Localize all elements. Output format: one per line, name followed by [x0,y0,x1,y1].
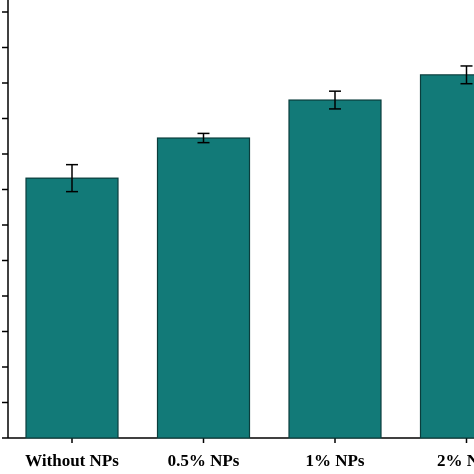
bar [156,137,251,439]
error-bar [66,163,78,193]
x-tick-label: 1% NPs [305,451,364,470]
bar [25,177,119,439]
error-bar [329,90,341,110]
x-tick-label: Without NPs [25,451,119,470]
bar [419,74,474,439]
error-bar [197,132,210,144]
bar [288,99,382,439]
error-bar [460,65,473,85]
x-tick-label: 2% NPs [437,451,474,470]
x-tick-label: 0.5% NPs [168,451,240,470]
